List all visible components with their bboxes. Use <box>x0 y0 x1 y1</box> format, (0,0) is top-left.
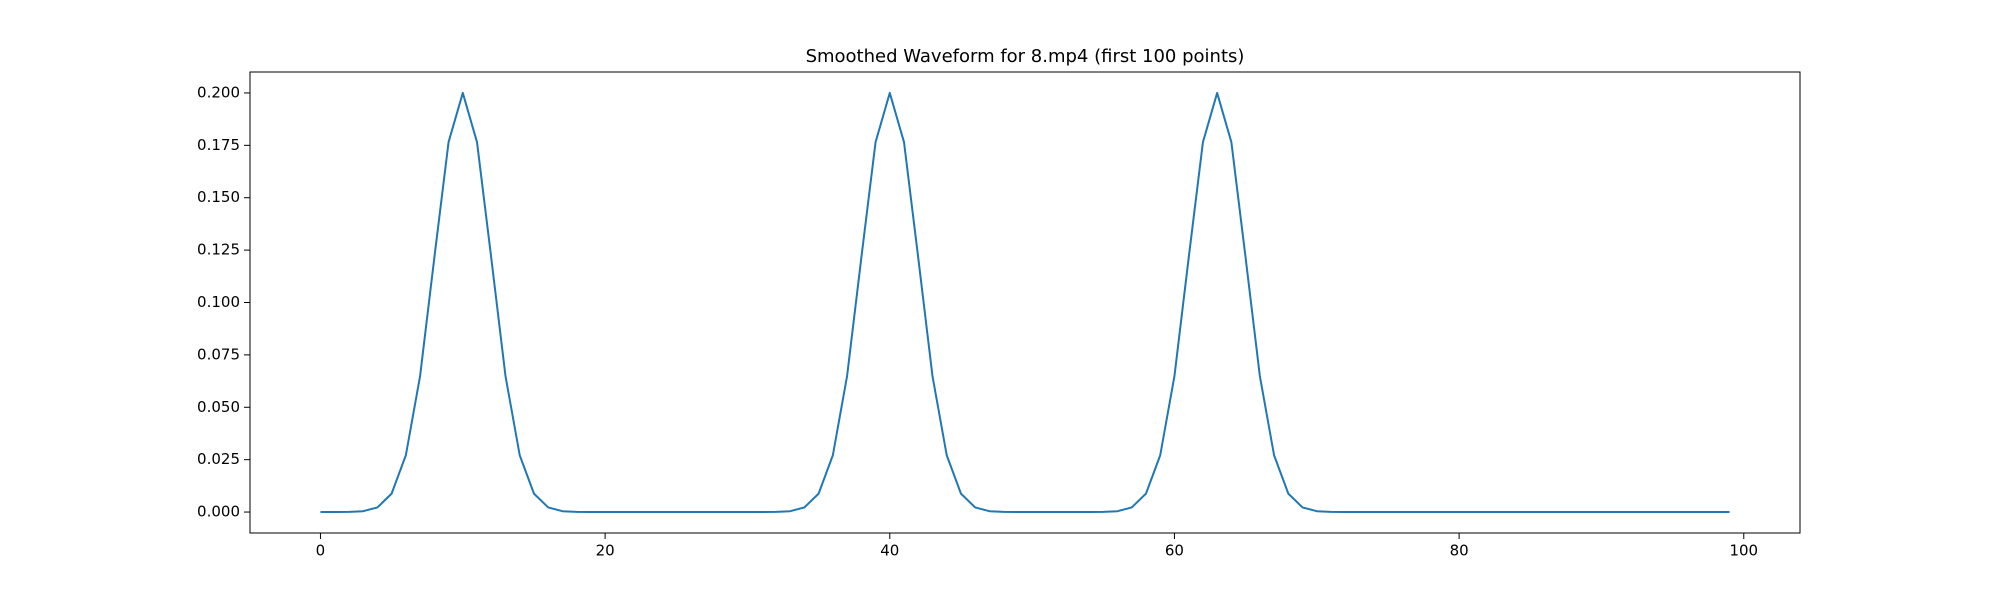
x-tick-label: 80 <box>1450 542 1469 560</box>
x-tick-label: 40 <box>880 542 899 560</box>
y-tick-label: 0.050 <box>197 398 240 416</box>
y-tick-label: 0.175 <box>197 136 240 154</box>
y-tick-label: 0.075 <box>197 345 240 363</box>
y-tick-label: 0.025 <box>197 450 240 468</box>
chart-title: Smoothed Waveform for 8.mp4 (first 100 p… <box>806 46 1245 67</box>
x-tick-label: 0 <box>316 542 326 560</box>
plot-frame <box>249 71 1801 534</box>
y-tick-label: 0.150 <box>197 188 240 206</box>
y-tick-label: 0.200 <box>197 83 240 101</box>
x-tick-label: 20 <box>596 542 615 560</box>
series-line <box>320 91 1730 514</box>
y-tick-label: 0.000 <box>197 503 240 521</box>
x-tick-label: 100 <box>1729 542 1758 560</box>
y-tick-label: 0.125 <box>197 241 240 259</box>
x-tick-label: 60 <box>1165 542 1184 560</box>
y-tick-label: 0.100 <box>197 293 240 311</box>
